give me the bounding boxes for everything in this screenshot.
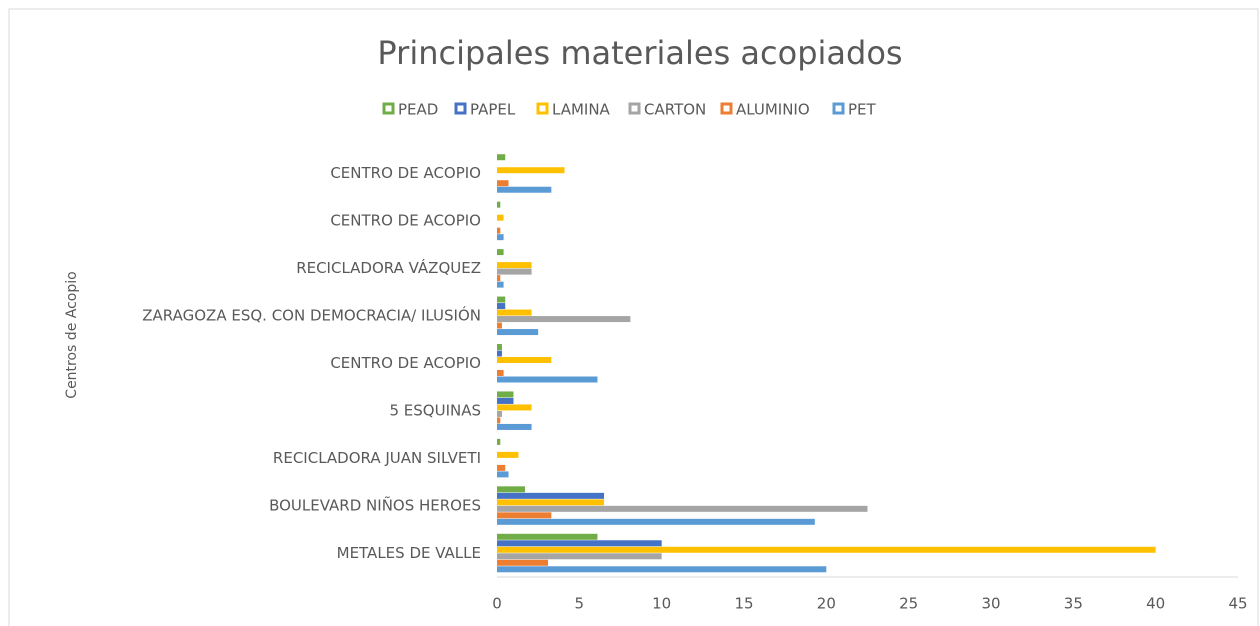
legend-label: LAMINA — [552, 101, 611, 119]
y-tick-label: BOULEVARD NIÑOS HEROES — [269, 495, 481, 514]
bar — [497, 559, 549, 566]
x-tick-label: 10 — [652, 595, 671, 613]
bar — [497, 505, 868, 512]
x-tick-label: 15 — [734, 595, 753, 613]
bar — [497, 376, 598, 383]
bar — [497, 471, 509, 478]
y-tick-label: METALES DE VALLE — [337, 544, 481, 562]
bar — [497, 518, 815, 525]
chart-title: Principales materiales acopiados — [377, 34, 902, 72]
bar — [497, 186, 552, 193]
bar — [497, 566, 827, 573]
legend-label: PEAD — [398, 101, 438, 119]
bar — [497, 499, 605, 506]
bar — [497, 404, 532, 411]
x-tick-label: 25 — [899, 595, 918, 613]
legend-swatch — [720, 102, 733, 115]
bar — [497, 546, 1156, 553]
bar — [497, 309, 532, 316]
bar — [497, 553, 662, 560]
bar — [497, 214, 504, 221]
x-tick-label: 5 — [575, 595, 585, 613]
y-tick-label: RECICLADORA JUAN SILVETI — [273, 449, 481, 467]
y-tick-label: CENTRO DE ACOPIO — [330, 354, 481, 372]
bar — [497, 533, 598, 540]
bar — [497, 234, 504, 241]
bar — [497, 492, 605, 499]
bar — [497, 268, 532, 275]
bar — [497, 281, 504, 288]
bar — [497, 249, 504, 256]
bar — [497, 344, 502, 350]
bar — [497, 451, 519, 458]
bar — [497, 438, 501, 445]
x-tick-label: 30 — [981, 595, 1000, 613]
bar — [497, 227, 501, 234]
bar — [497, 512, 552, 519]
x-tick-label: 35 — [1064, 595, 1083, 613]
legend-label: PAPEL — [470, 101, 516, 119]
legend-label: CARTON — [644, 101, 706, 119]
y-tick-label: CENTRO DE ACOPIO — [330, 164, 481, 182]
bar — [497, 464, 506, 471]
x-tick-label: 20 — [817, 595, 836, 613]
bar — [497, 316, 631, 323]
y-tick-label: RECICLADORA VÁZQUEZ — [296, 258, 481, 277]
x-tick-label: 40 — [1146, 595, 1165, 613]
bar — [497, 154, 506, 161]
legend-swatch — [628, 102, 641, 115]
bar — [497, 322, 502, 329]
y-axis-title: Centros de Acopio — [64, 271, 80, 398]
bar — [497, 357, 552, 363]
bar — [497, 180, 509, 187]
y-tick-label: ZARAGOZA ESQ. CON DEMOCRACIA/ ILUSIÓN — [142, 306, 481, 325]
bar — [497, 370, 504, 376]
bar — [497, 417, 501, 424]
y-tick-label: 5 ESQUINAS — [389, 401, 481, 419]
bar — [497, 201, 501, 208]
bar — [497, 540, 662, 547]
bar — [497, 329, 539, 336]
bar — [497, 350, 502, 357]
bar — [497, 486, 525, 493]
bar — [497, 410, 502, 417]
bar — [497, 275, 501, 282]
chart-frame — [8, 8, 1259, 626]
bar — [497, 296, 506, 303]
bar — [497, 303, 506, 310]
legend-label: PET — [848, 101, 877, 119]
legend-swatch — [536, 102, 549, 115]
x-tick-label: 45 — [1228, 595, 1247, 613]
bar — [497, 397, 514, 404]
legend-swatch — [832, 102, 845, 115]
legend-swatch — [454, 102, 467, 115]
bar — [497, 423, 532, 430]
bar — [497, 262, 532, 269]
legend-label: ALUMINIO — [736, 101, 810, 119]
bar — [497, 391, 514, 398]
legend-swatch — [382, 102, 395, 115]
y-tick-label: CENTRO DE ACOPIO — [330, 212, 481, 230]
bar — [497, 167, 565, 174]
x-tick-label: 0 — [492, 595, 502, 613]
